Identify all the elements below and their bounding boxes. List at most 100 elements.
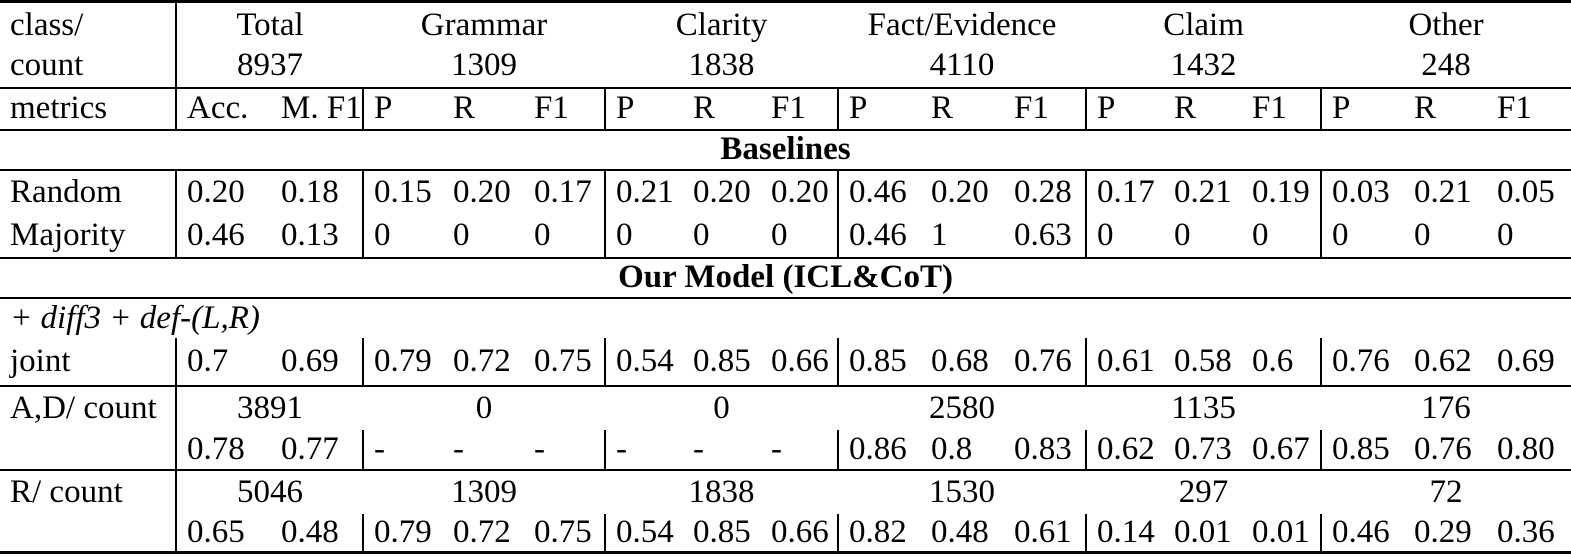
row-label: joint (0, 337, 177, 386)
count-cell: 1838 (688, 473, 755, 510)
group-name: Clarity (675, 6, 768, 43)
group-count: 8937 (237, 46, 303, 83)
group-name: Other (1408, 6, 1484, 43)
value-cell: 0.48 (931, 513, 989, 550)
value-cell: 0.67 (1242, 429, 1323, 470)
group-name: Grammar (420, 6, 548, 43)
group-count: 248 (1421, 46, 1471, 83)
metric-cell: R (453, 90, 476, 126)
variant-row: + diff3 + def-(L,R) (0, 298, 1571, 338)
value-cell: 0.36 (1497, 513, 1555, 550)
joint-row: joint 0.7 0.69 0.79 0.72 0.75 0.54 0.85 … (0, 337, 1571, 386)
corner-cell: class/ count (0, 1, 177, 88)
value-cell: 0.86 (849, 430, 907, 467)
group-header-claim: Claim 1432 (1086, 2, 1321, 88)
row-label (0, 429, 177, 470)
metric-cell: P (616, 90, 635, 126)
value-cell: 0.76 (1414, 430, 1472, 467)
value-cell: 0 (453, 216, 470, 253)
value-cell: 0.20 (693, 173, 751, 210)
metric-cell: R (1414, 90, 1437, 126)
value-cell: 0.7 (187, 342, 229, 379)
value-cell: 0.01 (1174, 513, 1232, 550)
ad-count-row: A,D/ count 3891 0 0 2580 1135 176 (0, 385, 1571, 430)
group-count: 4110 (929, 46, 995, 83)
count-cell: 297 (1178, 473, 1229, 510)
value-cell: 0.20 (453, 173, 511, 210)
row-label: Random (0, 169, 177, 214)
value-cell: 0.62 (1097, 430, 1155, 467)
value-cell: - (524, 429, 607, 470)
metric-cell: Acc. (187, 90, 249, 126)
value-cell: 0.75 (524, 337, 607, 386)
value-cell: 0.72 (453, 342, 511, 379)
value-cell: 0.72 (453, 513, 511, 550)
value-cell: 0 (1242, 213, 1323, 258)
value-cell: 0.68 (931, 342, 989, 379)
value-cell: 0.75 (524, 513, 607, 552)
metric-cell: F1 (524, 87, 607, 130)
r-values-row: 0.65 0.48 0.79 0.72 0.75 0.54 0.85 0.66 … (0, 513, 1571, 552)
count-cell: 5046 (237, 473, 303, 510)
variant-label: + diff3 + def-(L,R) (10, 299, 260, 336)
value-cell: - (616, 430, 628, 467)
value-cell: 0.80 (1497, 430, 1555, 467)
count-cell: 0 (475, 389, 493, 426)
section-banner-our-model: Our Model (ICL&CoT) (618, 259, 953, 295)
value-cell: 0.46 (187, 216, 245, 253)
value-cell: 0.77 (271, 429, 364, 470)
value-cell: 0.01 (1242, 513, 1323, 552)
row-label: R/ count (0, 469, 177, 514)
metric-cell: R (1174, 90, 1197, 126)
value-cell: 0.18 (271, 169, 364, 214)
value-cell: 0.63 (1004, 213, 1088, 258)
value-cell: - (693, 430, 705, 467)
value-cell: 0.8 (931, 430, 973, 467)
ad-values-row: 0.78 0.77 - - - - - - 0.86 0.8 0.83 0.62… (0, 429, 1571, 470)
value-cell: 0.14 (1097, 513, 1155, 550)
value-cell: 0 (761, 213, 840, 258)
value-cell: 0.83 (1004, 429, 1088, 470)
group-count: 1432 (1170, 46, 1237, 83)
value-cell: 0.05 (1497, 173, 1555, 210)
value-cell: 0.66 (761, 513, 840, 552)
metric-cell: P (374, 90, 393, 126)
group-header-total: Total 8937 (176, 2, 363, 88)
value-cell: 0.19 (1242, 169, 1323, 214)
majority-row: Majority 0.46 0.13 0 0 0 0 0 0 0.46 1 0.… (0, 213, 1571, 258)
random-row: Random 0.20 0.18 0.15 0.20 0.17 0.21 0.2… (0, 169, 1571, 214)
value-cell: 0.46 (849, 173, 907, 210)
metric-cell: R (931, 90, 954, 126)
value-cell: 0.79 (374, 342, 432, 379)
value-cell: 0.73 (1174, 430, 1232, 467)
value-cell: 0.85 (693, 342, 751, 379)
row-label (0, 513, 177, 552)
value-cell: 0.69 (1497, 342, 1555, 379)
group-header-other: Other 248 (1321, 2, 1571, 88)
value-cell: 0.76 (1332, 342, 1390, 379)
metric-cell: P (849, 90, 868, 126)
value-cell: 0.85 (693, 513, 751, 550)
count-cell: 72 (1429, 473, 1463, 510)
value-cell: 0.61 (1004, 513, 1088, 552)
value-cell: 0.65 (187, 513, 245, 550)
group-count: 1309 (451, 46, 518, 83)
metric-cell: F1 (1004, 87, 1088, 130)
row-label: A,D/ count (0, 385, 177, 430)
group-header-fact-evidence: Fact/Evidence 4110 (838, 2, 1086, 88)
value-cell: 0.46 (1332, 513, 1390, 550)
value-cell: 0 (1332, 216, 1349, 253)
our-model-banner-row: Our Model (ICL&CoT) (0, 258, 1571, 298)
value-cell: 0.21 (1174, 173, 1232, 210)
group-count: 1838 (688, 46, 755, 83)
value-cell: 0.17 (1097, 173, 1155, 210)
value-cell: 0 (1097, 216, 1114, 253)
value-cell: 0.85 (1332, 430, 1390, 467)
value-cell: - (374, 430, 385, 467)
value-cell: 0 (1497, 216, 1514, 253)
value-cell: 0.66 (761, 337, 840, 386)
count-cell: 0 (713, 389, 730, 426)
r-count-row: R/ count 5046 1309 1838 1530 297 72 (0, 469, 1571, 514)
